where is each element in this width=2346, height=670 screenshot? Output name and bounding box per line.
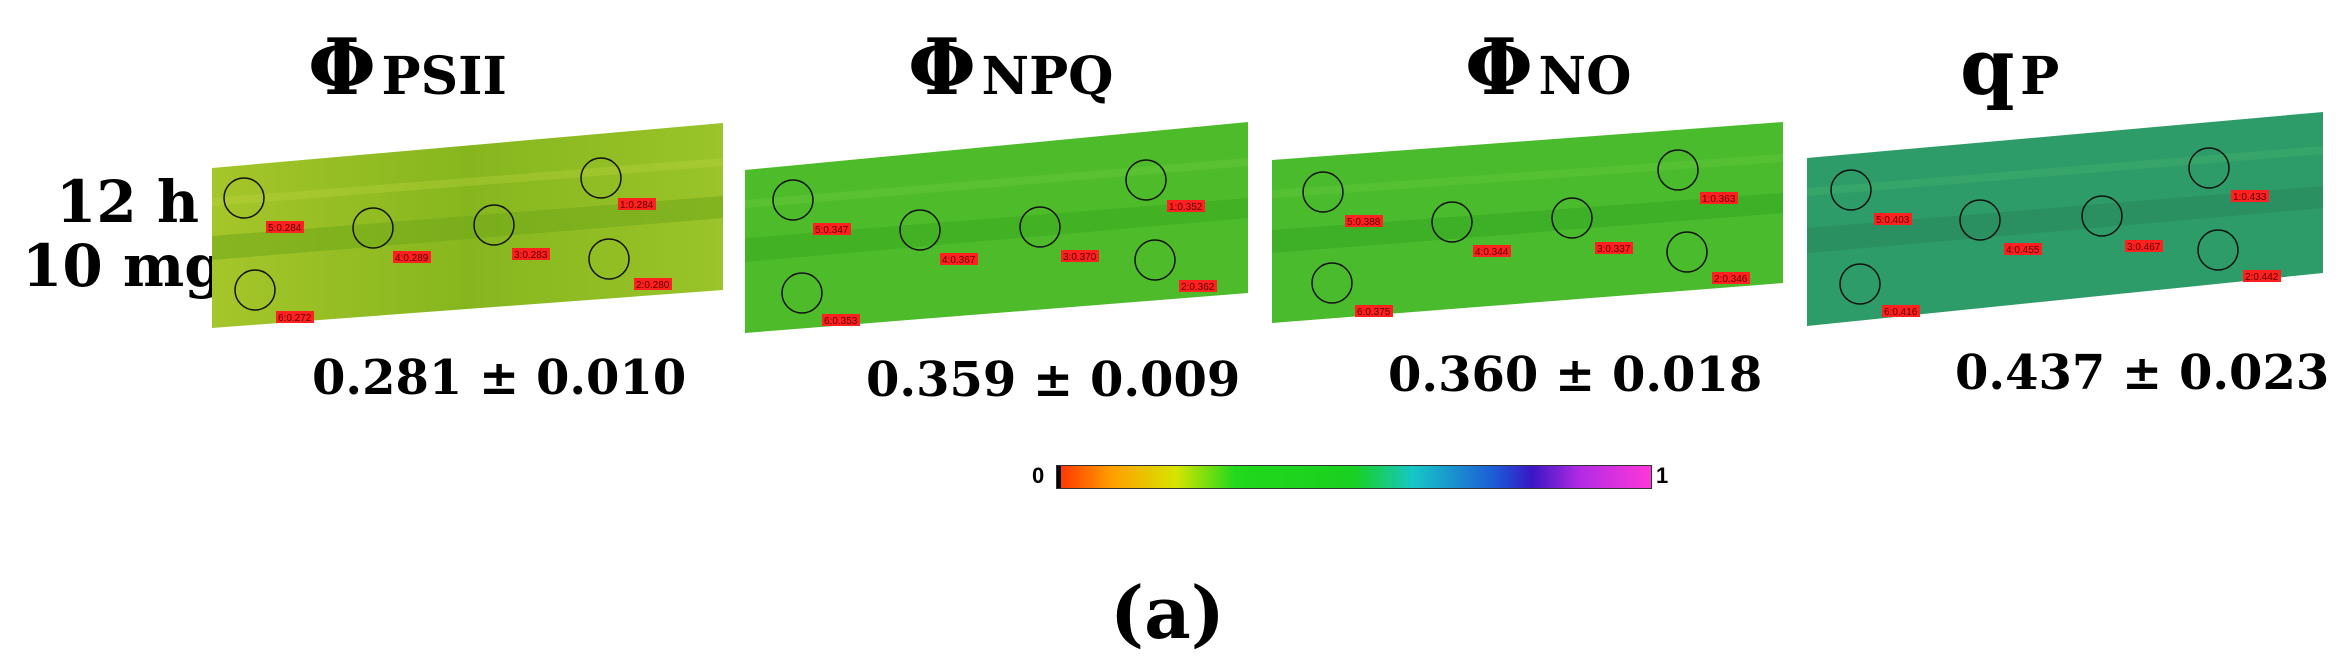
leaf-image-qp: 1:0.433 2:0.442 3:0.467 4:0.455 5:0.403 … xyxy=(1807,112,2323,326)
roi-label: 4:0.455 xyxy=(2006,245,2040,256)
panel-title-qp: q P xyxy=(1960,22,2060,113)
roi-label: 3:0.283 xyxy=(514,250,548,261)
roi-label: 4:0.367 xyxy=(942,255,976,266)
roi-circle xyxy=(1551,197,1593,239)
roi-label: 1:0.363 xyxy=(1702,194,1736,205)
roi-label: 2:0.280 xyxy=(636,280,670,291)
roi-circle xyxy=(1125,159,1167,201)
roi-circle xyxy=(899,209,941,251)
roi-circle xyxy=(1830,169,1872,211)
roi-circle xyxy=(772,179,814,221)
roi-label: 5:0.347 xyxy=(815,225,849,236)
roi-circle xyxy=(1959,199,2001,241)
row-label: 12 h 10 mg xyxy=(22,170,225,298)
row-label-time: 12 h xyxy=(56,168,200,236)
roi-label: 2:0.362 xyxy=(1181,282,1215,293)
roi-circle xyxy=(580,157,622,199)
value-phi-psii: 0.281 ± 0.010 xyxy=(312,350,687,406)
colorbar xyxy=(1056,465,1652,489)
leaf-image-phi-no: 1:0.363 2:0.346 3:0.337 4:0.344 5:0.388 … xyxy=(1272,122,1783,323)
colorbar-left-tick xyxy=(1057,466,1061,488)
row-label-dose: 10 mg xyxy=(22,232,225,300)
leaf-image-phi-psii: 1:0.284 2:0.280 3:0.283 4:0.289 5:0.284 … xyxy=(212,123,723,328)
roi-circle xyxy=(352,207,394,249)
roi-label: 3:0.370 xyxy=(1063,252,1097,263)
roi-label: 5:0.388 xyxy=(1347,217,1381,228)
roi-circle xyxy=(2197,229,2239,271)
panel-title-phi-psii: Φ PSII xyxy=(308,22,507,113)
roi-circle xyxy=(1839,263,1881,305)
roi-label: 6:0.416 xyxy=(1884,307,1918,318)
value-qp: 0.437 ± 0.023 xyxy=(1955,345,2330,401)
panel-title-phi-npq: Φ NPQ xyxy=(908,22,1114,113)
roi-circle xyxy=(588,238,630,280)
roi-label: 6:0.353 xyxy=(824,316,858,327)
roi-circle xyxy=(1657,149,1699,191)
roi-circle xyxy=(234,269,276,311)
panel-title-phi-no: Φ NO xyxy=(1465,22,1632,113)
roi-circle xyxy=(1311,262,1353,304)
roi-label: 4:0.344 xyxy=(1475,247,1509,258)
value-phi-npq: 0.359 ± 0.009 xyxy=(866,352,1241,408)
roi-label: 2:0.346 xyxy=(1714,274,1748,285)
roi-circle xyxy=(1666,231,1708,273)
colorbar-min-label: 0 xyxy=(1032,463,1045,488)
roi-circle xyxy=(2081,195,2123,237)
roi-label: 1:0.284 xyxy=(620,200,654,211)
roi-circle xyxy=(473,204,515,246)
roi-circle xyxy=(1302,171,1344,213)
roi-circle xyxy=(1019,206,1061,248)
roi-label: 4:0.289 xyxy=(395,253,429,264)
roi-label: 6:0.375 xyxy=(1357,307,1391,318)
value-phi-no: 0.360 ± 0.018 xyxy=(1388,347,1763,403)
roi-label: 2:0.442 xyxy=(2245,272,2279,283)
roi-label: 3:0.467 xyxy=(2127,242,2161,253)
roi-label: 6:0.272 xyxy=(278,313,312,324)
roi-circle xyxy=(781,272,823,314)
roi-label: 1:0.352 xyxy=(1169,202,1203,213)
colorbar-max-label: 1 xyxy=(1656,463,1669,488)
roi-label: 5:0.403 xyxy=(1876,215,1910,226)
roi-circle xyxy=(1431,201,1473,243)
roi-circle xyxy=(2188,147,2230,189)
roi-label: 5:0.284 xyxy=(268,223,302,234)
roi-label: 3:0.337 xyxy=(1597,244,1631,255)
leaf-image-phi-npq: 1:0.352 2:0.362 3:0.370 4:0.367 5:0.347 … xyxy=(745,122,1248,333)
roi-label: 1:0.433 xyxy=(2233,192,2267,203)
roi-circle xyxy=(223,177,265,219)
roi-circle xyxy=(1134,239,1176,281)
panel-letter: (a) xyxy=(1110,570,1225,655)
